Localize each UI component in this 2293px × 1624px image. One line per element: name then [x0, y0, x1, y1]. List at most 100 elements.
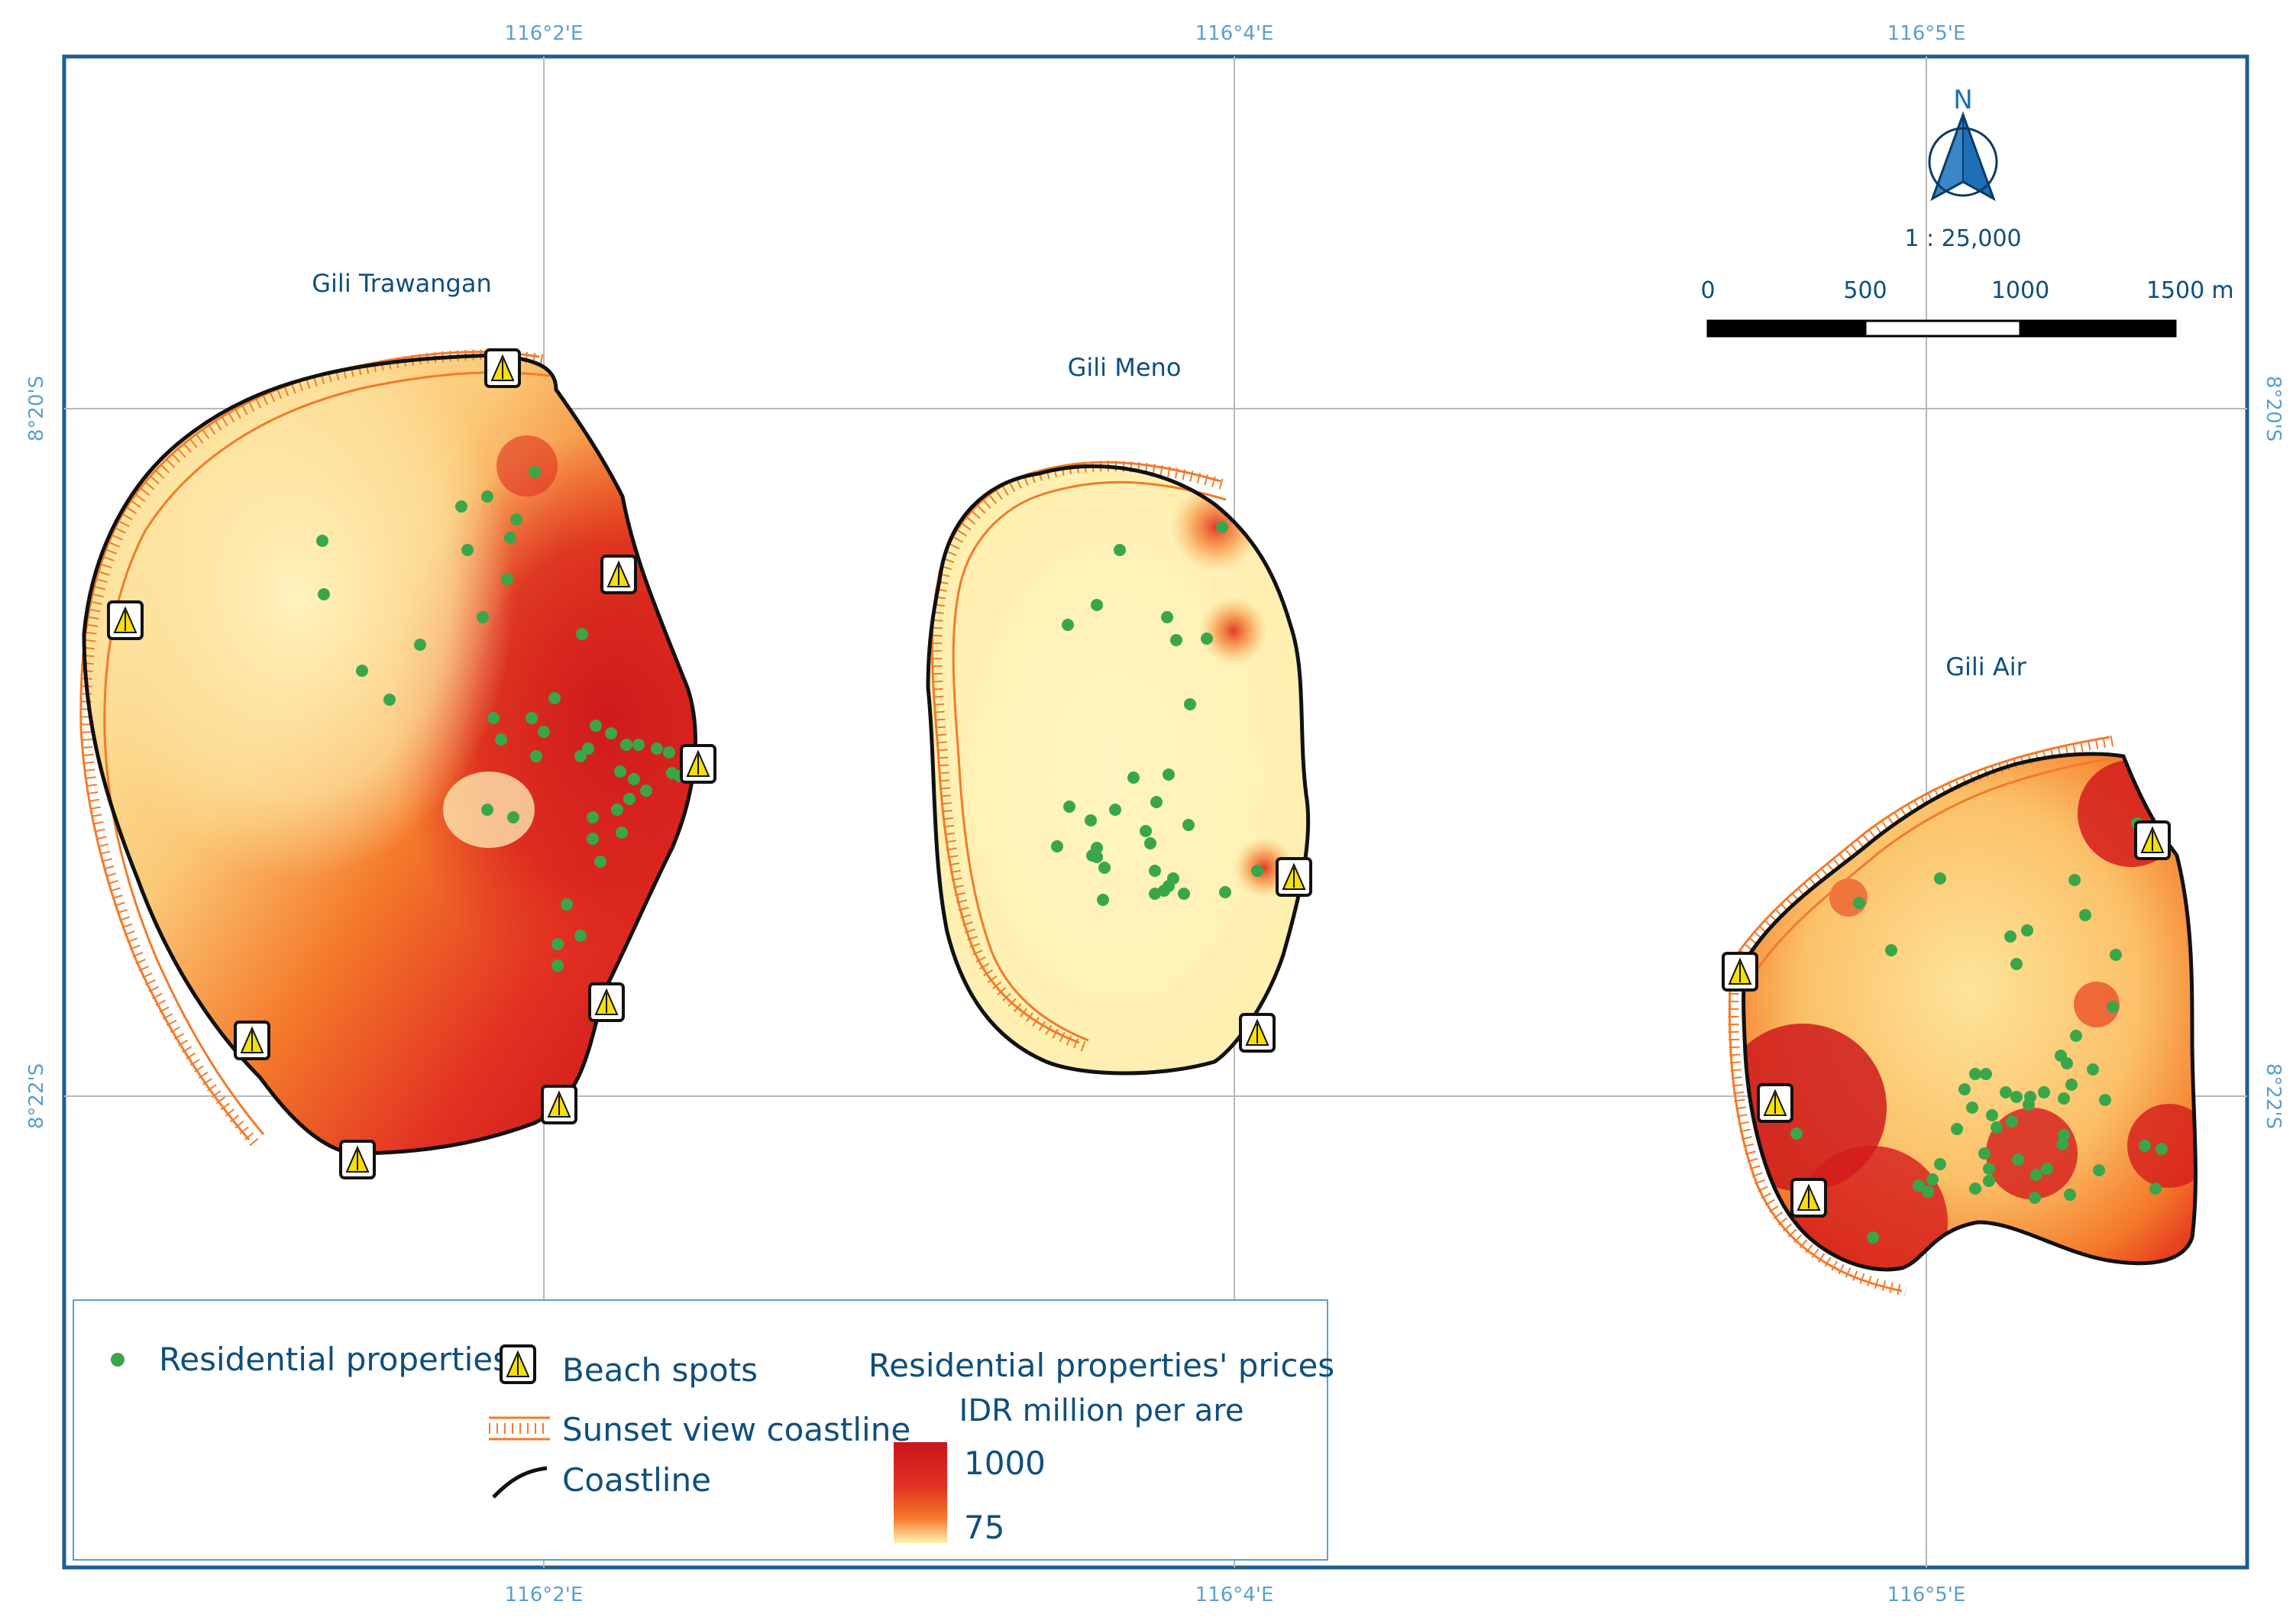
residential-point: [605, 727, 617, 739]
beach-spot-icon: [2134, 820, 2171, 860]
residential-point: [1885, 944, 1897, 956]
scale-label-1500: 1500: [2146, 277, 2204, 304]
residential-point: [611, 804, 623, 816]
residential-point: [455, 500, 467, 513]
island-label-trawangan: Gili Trawangan: [312, 269, 492, 298]
residential-point: [1201, 632, 1213, 645]
residential-point: [616, 827, 628, 839]
residential-point: [2070, 1030, 2082, 1042]
beach-spots: [107, 348, 2171, 1218]
residential-point: [1149, 888, 1161, 900]
residential-point: [614, 765, 626, 778]
residential-point: [1161, 611, 1173, 623]
residential-point: [590, 720, 602, 732]
residential-point: [2012, 1153, 2024, 1166]
lat-label-right-1: 8°20'S: [2262, 376, 2285, 442]
legend-sunset-icon: [489, 1416, 550, 1441]
residential-point: [510, 513, 522, 526]
residential-point: [2156, 1143, 2168, 1155]
residential-point: [620, 739, 632, 751]
residential-point: [1219, 886, 1231, 898]
lon-label-top-1: 116°2'E: [505, 22, 584, 45]
residential-point: [1790, 1127, 1803, 1140]
legend-coastline-icon: [492, 1466, 548, 1499]
residential-point: [2149, 1182, 2162, 1195]
residential-point: [1051, 840, 1063, 852]
scale-label-0: 0: [1700, 277, 1715, 304]
residential-point: [481, 490, 493, 503]
beach-spot-icon: [1757, 1083, 1793, 1123]
residential-point: [414, 639, 426, 651]
residential-point: [1867, 1231, 1879, 1244]
residential-point: [1091, 851, 1103, 863]
lon-label-top-2: 116°4'E: [1195, 22, 1274, 45]
residential-point: [1913, 1179, 1925, 1192]
residential-point: [632, 739, 645, 751]
lon-label-top-3: 116°5'E: [1887, 22, 1966, 45]
legend-beach-label: Beach spots: [562, 1351, 758, 1389]
residential-point: [530, 750, 542, 762]
residential-point: [501, 573, 513, 585]
residential-point: [529, 466, 541, 478]
residential-point: [1934, 872, 1946, 885]
residential-point: [2110, 949, 2122, 961]
beach-spot-icon: [600, 555, 637, 594]
residential-point: [576, 628, 588, 640]
legend-beach-icon: [500, 1344, 536, 1384]
residential-point: [2056, 1138, 2068, 1150]
residential-point: [1170, 634, 1182, 646]
residential-point: [2000, 1086, 2012, 1098]
residential-point: [1922, 1186, 1934, 1198]
legend-price-title: Residential properties' prices: [868, 1347, 1334, 1384]
scale-bar: 1 : 25,000 0 500 1000 1500 m: [1700, 225, 2234, 338]
residential-point: [2093, 1164, 2105, 1176]
island-label-meno: Gili Meno: [1068, 353, 1182, 382]
residential-point: [1991, 1121, 2003, 1134]
residential-point: [507, 811, 519, 823]
residential-point: [628, 773, 640, 785]
lon-label-bottom-3: 116°5'E: [1887, 1584, 1966, 1606]
lat-label-left-1: 8°20'S: [25, 376, 48, 442]
beach-spot-icon: [339, 1140, 376, 1179]
residential-point: [2029, 1192, 2041, 1204]
lat-label-right-2: 8°22'S: [2262, 1063, 2285, 1129]
lat-label-left-2: 8°22'S: [25, 1063, 48, 1129]
residential-point: [461, 544, 474, 556]
residential-point: [551, 938, 564, 950]
residential-point: [526, 712, 538, 724]
residential-point: [1934, 1158, 1946, 1170]
legend-price-min: 75: [964, 1509, 1004, 1546]
legend-residential-icon: [111, 1353, 125, 1367]
legend-residential-label: Residential properties: [159, 1341, 509, 1378]
residential-point: [2087, 1063, 2099, 1076]
residential-point: [623, 793, 636, 805]
residential-point: [2041, 1163, 2053, 1175]
residential-point: [495, 733, 507, 746]
residential-point: [1969, 1182, 1981, 1195]
beach-spot-icon: [1239, 1013, 1276, 1053]
price-surface-meno: [928, 466, 1308, 1073]
beach-spot-icon: [1276, 857, 1312, 897]
coastline-meno: [926, 464, 1311, 1076]
residential-point: [477, 611, 489, 623]
sunset-coastline-air: [1748, 756, 2117, 982]
residential-point: [587, 833, 599, 845]
residential-point: [2010, 958, 2023, 970]
residential-point: [1098, 862, 1111, 874]
residential-point: [1109, 804, 1121, 816]
residential-point: [1983, 1175, 1995, 1187]
residential-point: [383, 694, 396, 706]
residential-point: [2139, 1140, 2151, 1152]
scale-label-1000: 1000: [1991, 277, 2049, 304]
residential-point: [1926, 1173, 1939, 1186]
north-letter: N: [1953, 85, 1972, 115]
residential-point: [574, 750, 587, 762]
beach-spot-icon: [680, 744, 716, 784]
beach-spot-icon: [234, 1021, 270, 1060]
scale-ratio: 1 : 25,000: [1904, 225, 2021, 252]
residential-point: [1062, 619, 1074, 631]
island-label-air: Gili Air: [1945, 652, 2026, 681]
residential-point: [548, 692, 561, 704]
residential-point: [2006, 1115, 2018, 1127]
residential-point: [481, 804, 493, 816]
